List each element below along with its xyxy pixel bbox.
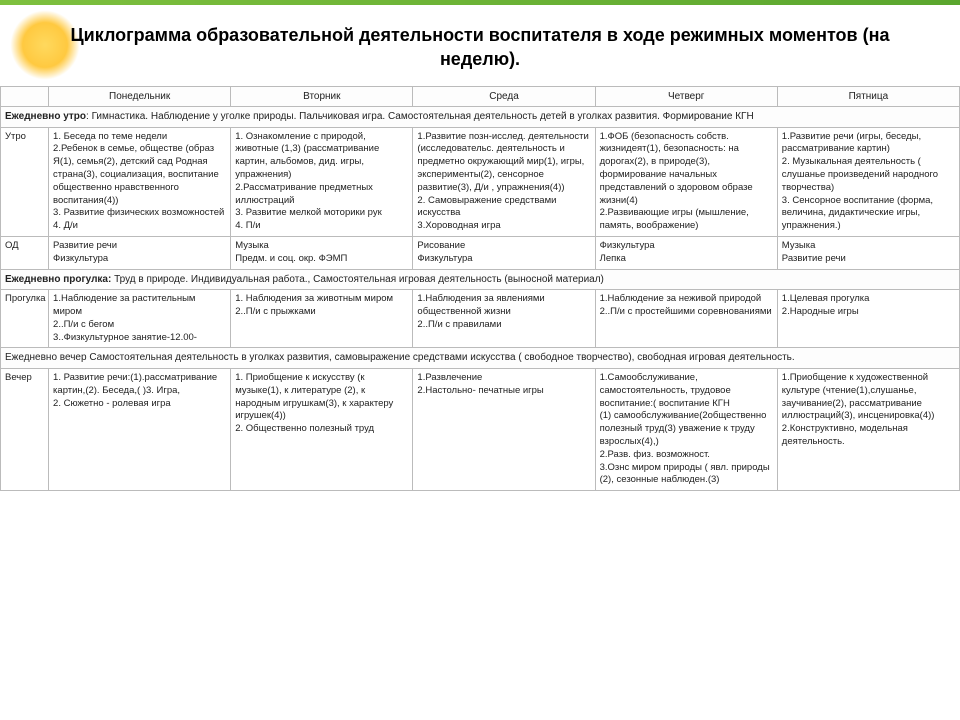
col-fri: Пятница [777,86,959,107]
schedule-table: Понедельник Вторник Среда Четверг Пятниц… [0,86,960,492]
od-fri: МузыкаРазвитие речи [777,237,959,270]
col-tue: Вторник [231,86,413,107]
banner-walk-lead: Ежедневно прогулка: [5,274,111,285]
prog-thu: 1.Наблюдение за неживой природой2..П/и с… [595,290,777,348]
utro-thu: 1.ФОБ (безопасность собств. жизнидеят(1)… [595,127,777,237]
od-tue: МузыкаПредм. и соц. окр. ФЭМП [231,237,413,270]
row-progulka: Прогулка 1.Наблюдение за растительным ми… [1,290,960,348]
prog-tue: 1. Наблюдения за животным миром2..П/и с … [231,290,413,348]
banner-walk: Ежедневно прогулка: Труд в природе. Инди… [1,269,960,290]
header-row: Понедельник Вторник Среда Четверг Пятниц… [1,86,960,107]
vech-tue: 1. Приобщение к искусству (к музыке(1), … [231,368,413,490]
banner-walk-text: Труд в природе. Индивидуальная работа., … [111,274,604,285]
row-utro-label: Утро [1,127,49,237]
banner-morning-text: : Гимнастика. Наблюдение у уголке природ… [86,111,754,122]
utro-fri: 1.Развитие речи (игры, беседы, рассматри… [777,127,959,237]
row-od: ОД Развитие речиФизкультура МузыкаПредм.… [1,237,960,270]
row-od-label: ОД [1,237,49,270]
vech-fri: 1.Приобщение к художественной культуре (… [777,368,959,490]
utro-wed: 1.Развитие позн-исслед. деятельности (ис… [413,127,595,237]
banner-morning-lead: Ежедневно утро [5,111,86,122]
od-thu: ФизкультураЛепка [595,237,777,270]
col-wed: Среда [413,86,595,107]
vech-thu: 1.Самообслуживание, самостоятельность, т… [595,368,777,490]
row-utro: Утро 1. Беседа по теме недели2.Ребенок в… [1,127,960,237]
od-mon: Развитие речиФизкультура [49,237,231,270]
prog-fri: 1.Целевая прогулка2.Народные игры [777,290,959,348]
page-title: Циклограмма образовательной деятельности… [0,5,960,86]
utro-tue: 1. Ознакомление с природой, животные (1,… [231,127,413,237]
col-blank [1,86,49,107]
banner-evening-text: Ежедневно вечер Самостоятельная деятельн… [5,352,795,363]
col-thu: Четверг [595,86,777,107]
col-mon: Понедельник [49,86,231,107]
od-wed: РисованиеФизкультура [413,237,595,270]
utro-mon: 1. Беседа по теме недели2.Ребенок в семь… [49,127,231,237]
banner-morning: Ежедневно утро: Гимнастика. Наблюдение у… [1,107,960,128]
row-progulka-label: Прогулка [1,290,49,348]
row-vecher: Вечер 1. Развитие речи:(1).рассматривани… [1,368,960,490]
prog-mon: 1.Наблюдение за растительным миром2..П/и… [49,290,231,348]
prog-wed: 1.Наблюдения за явлениями общественной ж… [413,290,595,348]
vech-wed: 1.Развлечение2.Настольно- печатные игры [413,368,595,490]
row-vecher-label: Вечер [1,368,49,490]
banner-evening: Ежедневно вечер Самостоятельная деятельн… [1,348,960,369]
vech-mon: 1. Развитие речи:(1).рассматривание карт… [49,368,231,490]
